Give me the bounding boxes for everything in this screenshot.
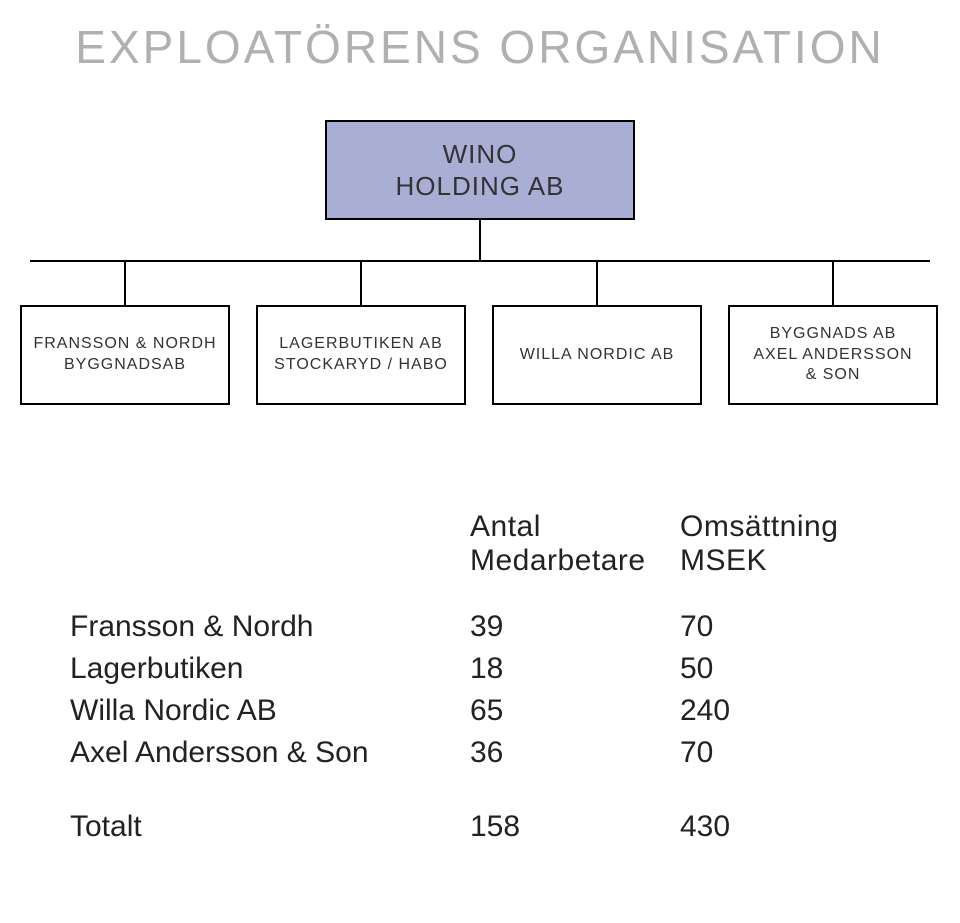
table-total-label: Totalt bbox=[70, 774, 470, 844]
table-header-1: Antal Medarbetare bbox=[470, 510, 680, 606]
org-node-child-0-line1: FRANSSON & NORDH bbox=[33, 334, 216, 355]
org-node-child-1-line1: LAGERBUTIKEN AB bbox=[279, 334, 443, 355]
table-cell: 39 bbox=[470, 606, 680, 648]
org-chart: WINO HOLDING AB FRANSSON & NORDH BYGGNAD… bbox=[0, 120, 960, 440]
org-node-child-3-line3: & SON bbox=[806, 365, 861, 386]
org-connector-drop-2 bbox=[596, 260, 598, 305]
table-total-row: Totalt 158 430 bbox=[70, 774, 890, 844]
table-cell: 240 bbox=[680, 690, 890, 732]
table-row: Willa Nordic AB 65 240 bbox=[70, 690, 890, 732]
table-cell: 70 bbox=[680, 732, 890, 774]
table-cell: Fransson & Nordh bbox=[70, 606, 470, 648]
org-node-child-1: LAGERBUTIKEN AB STOCKARYD / HABO bbox=[256, 305, 466, 405]
org-node-root-line2: HOLDING AB bbox=[396, 170, 565, 203]
org-connector-drop-1 bbox=[360, 260, 362, 305]
table-cell: 70 bbox=[680, 606, 890, 648]
org-node-child-0-line2: BYGGNADSAB bbox=[64, 355, 186, 376]
table-header-row: Antal Medarbetare Omsättning MSEK bbox=[70, 510, 890, 606]
org-connector-drop-3 bbox=[832, 260, 834, 305]
summary-table: Antal Medarbetare Omsättning MSEK Franss… bbox=[70, 510, 890, 844]
org-node-child-1-line2: STOCKARYD / HABO bbox=[274, 355, 448, 376]
page-title: EXPLOATÖRENS ORGANISATION bbox=[0, 20, 960, 74]
org-node-child-2: WILLA NORDIC AB bbox=[492, 305, 702, 405]
org-node-child-3-line1: BYGGNADS AB bbox=[770, 324, 897, 345]
table-header-2: Omsättning MSEK bbox=[680, 510, 890, 606]
org-connector-hbar bbox=[30, 260, 930, 262]
org-connector-trunk bbox=[479, 220, 481, 260]
table-total-col2: 430 bbox=[680, 774, 890, 844]
table-row: Fransson & Nordh 39 70 bbox=[70, 606, 890, 648]
table-cell: 50 bbox=[680, 648, 890, 690]
table-body: Fransson & Nordh 39 70 Lagerbutiken 18 5… bbox=[70, 606, 890, 774]
org-connector-drop-0 bbox=[124, 260, 126, 305]
org-node-root-line1: WINO bbox=[443, 138, 518, 171]
table-row: Axel Andersson & Son 36 70 bbox=[70, 732, 890, 774]
table-row: Lagerbutiken 18 50 bbox=[70, 648, 890, 690]
table-cell: 18 bbox=[470, 648, 680, 690]
table-cell: Lagerbutiken bbox=[70, 648, 470, 690]
table-cell: 65 bbox=[470, 690, 680, 732]
org-node-child-0: FRANSSON & NORDH BYGGNADSAB bbox=[20, 305, 230, 405]
table-cell: Willa Nordic AB bbox=[70, 690, 470, 732]
org-node-child-2-line1: WILLA NORDIC AB bbox=[520, 345, 675, 366]
org-node-child-3: BYGGNADS AB AXEL ANDERSSON & SON bbox=[728, 305, 938, 405]
org-node-child-3-line2: AXEL ANDERSSON bbox=[753, 345, 912, 366]
table-header-0 bbox=[70, 510, 470, 606]
table-total-col1: 158 bbox=[470, 774, 680, 844]
table-cell: 36 bbox=[470, 732, 680, 774]
table-cell: Axel Andersson & Son bbox=[70, 732, 470, 774]
org-node-root: WINO HOLDING AB bbox=[325, 120, 635, 220]
